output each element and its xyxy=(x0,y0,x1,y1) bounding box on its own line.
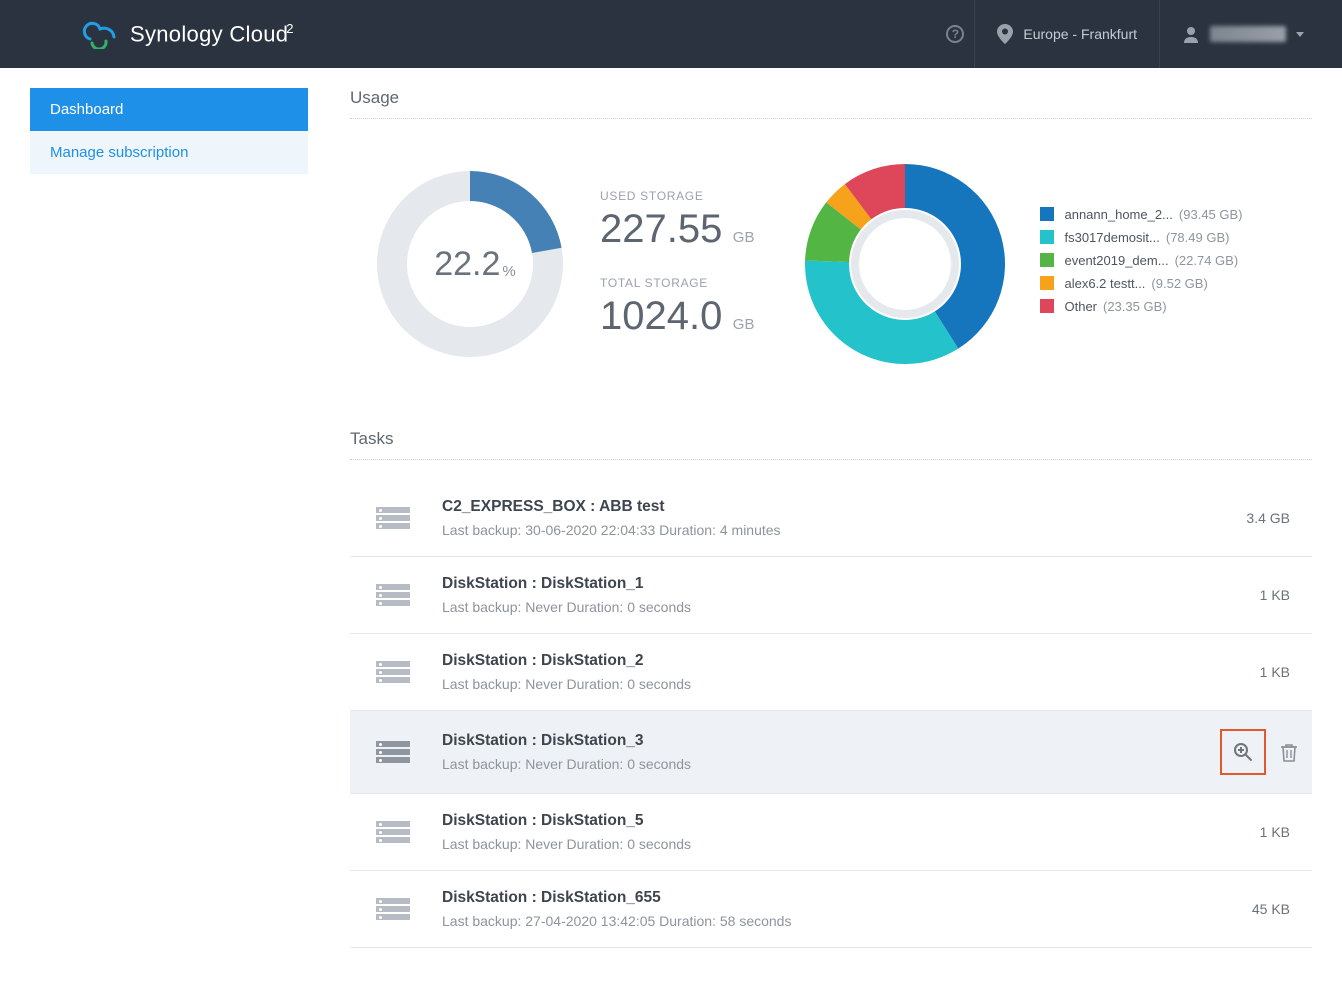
task-subtitle: Last backup: Never Duration: 0 seconds xyxy=(442,836,1260,852)
legend-swatch xyxy=(1040,253,1054,267)
server-icon xyxy=(376,661,410,683)
legend-swatch xyxy=(1040,276,1054,290)
task-info: DiskStation : DiskStation_3 Last backup: … xyxy=(442,732,1220,772)
task-subtitle: Last backup: Never Duration: 0 seconds xyxy=(442,599,1260,615)
task-info: C2_EXPRESS_BOX : ABB test Last backup: 30… xyxy=(442,498,1246,538)
tasks-section-title: Tasks xyxy=(350,429,1312,449)
total-storage-label: TOTAL STORAGE xyxy=(600,276,754,290)
task-row[interactable]: C2_EXPRESS_BOX : ABB test Last backup: 30… xyxy=(350,480,1312,557)
brand[interactable]: Synology Cloud2 xyxy=(78,19,294,49)
task-title: DiskStation : DiskStation_1 xyxy=(442,575,1260,593)
server-icon xyxy=(376,584,410,606)
usage-percent-unit: % xyxy=(502,263,515,280)
server-icon xyxy=(376,821,410,843)
task-row[interactable]: DiskStation : DiskStation_2 Last backup: … xyxy=(350,634,1312,711)
legend-item: alex6.2 testt... (9.52 GB) xyxy=(1040,276,1242,291)
task-size: 45 KB xyxy=(1252,901,1290,917)
magnify-icon xyxy=(1233,742,1253,762)
total-storage-value: 1024.0 xyxy=(600,294,722,338)
legend-item: Other (23.35 GB) xyxy=(1040,299,1242,314)
task-title: DiskStation : DiskStation_5 xyxy=(442,812,1260,830)
task-title: DiskStation : DiskStation_2 xyxy=(442,652,1260,670)
legend-name: annann_home_2... xyxy=(1064,207,1172,222)
legend-item: annann_home_2... (93.45 GB) xyxy=(1040,207,1242,222)
tasks-list: C2_EXPRESS_BOX : ABB test Last backup: 30… xyxy=(350,480,1312,948)
brand-text: Synology Cloud2 xyxy=(130,21,294,47)
user-menu[interactable] xyxy=(1159,0,1326,68)
used-storage-unit: GB xyxy=(733,229,755,246)
delete-button[interactable] xyxy=(1278,741,1300,763)
storage-text: USED STORAGE 227.55 GB TOTAL STORAGE 102… xyxy=(600,189,754,339)
task-size: 1 KB xyxy=(1260,824,1290,840)
task-info: DiskStation : DiskStation_5 Last backup: … xyxy=(442,812,1260,852)
legend-swatch xyxy=(1040,230,1054,244)
task-row[interactable]: DiskStation : DiskStation_655 Last backup… xyxy=(350,871,1312,948)
topbar: Synology Cloud2 ? Europe - Frankfurt xyxy=(0,0,1342,68)
task-title: DiskStation : DiskStation_655 xyxy=(442,889,1252,907)
legend-size: (9.52 GB) xyxy=(1151,276,1207,291)
main-content: Usage 22.2 % USED STORAGE 227.55 GB TOTA… xyxy=(308,88,1342,948)
usage-section-title: Usage xyxy=(350,88,1312,108)
legend-name: event2019_dem... xyxy=(1064,253,1168,268)
task-actions xyxy=(1220,729,1300,775)
divider xyxy=(350,118,1312,119)
task-size: 1 KB xyxy=(1260,664,1290,680)
used-storage-value: 227.55 xyxy=(600,207,722,251)
legend-swatch xyxy=(1040,207,1054,221)
divider xyxy=(350,459,1312,460)
server-icon xyxy=(376,741,410,763)
legend-size: (93.45 GB) xyxy=(1179,207,1243,222)
chevron-down-icon xyxy=(1296,32,1304,37)
legend-item: fs3017demosit... (78.49 GB) xyxy=(1040,230,1242,245)
sidebar-item-manage-subscription[interactable]: Manage subscription xyxy=(30,131,308,174)
legend-size: (78.49 GB) xyxy=(1166,230,1230,245)
task-size: 1 KB xyxy=(1260,587,1290,603)
legend-size: (22.74 GB) xyxy=(1175,253,1239,268)
explore-button[interactable] xyxy=(1232,741,1254,763)
task-title: DiskStation : DiskStation_3 xyxy=(442,732,1220,750)
task-subtitle: Last backup: 27-04-2020 13:42:05 Duratio… xyxy=(442,913,1252,929)
task-row[interactable]: DiskStation : DiskStation_1 Last backup: … xyxy=(350,557,1312,634)
legend-size: (23.35 GB) xyxy=(1103,299,1167,314)
help-icon[interactable]: ? xyxy=(946,25,964,43)
task-subtitle: Last backup: Never Duration: 0 seconds xyxy=(442,676,1260,692)
user-icon xyxy=(1182,25,1200,43)
task-info: DiskStation : DiskStation_655 Last backup… xyxy=(442,889,1252,929)
task-size: 3.4 GB xyxy=(1246,510,1290,526)
trash-icon xyxy=(1280,742,1298,762)
legend-swatch xyxy=(1040,299,1054,313)
task-subtitle: Last backup: 30-06-2020 22:04:33 Duratio… xyxy=(442,522,1246,538)
region-selector[interactable]: Europe - Frankfurt xyxy=(974,0,1159,68)
task-info: DiskStation : DiskStation_2 Last backup: … xyxy=(442,652,1260,692)
username xyxy=(1210,26,1286,42)
legend-name: alex6.2 testt... xyxy=(1064,276,1145,291)
usage-percent: 22.2 xyxy=(424,245,500,284)
sidebar-item-dashboard[interactable]: Dashboard xyxy=(30,88,308,131)
usage-row: 22.2 % USED STORAGE 227.55 GB TOTAL STOR… xyxy=(350,139,1312,369)
total-storage-unit: GB xyxy=(733,316,755,333)
usage-gauge: 22.2 % xyxy=(370,164,570,364)
region-label: Europe - Frankfurt xyxy=(1023,26,1137,42)
location-icon xyxy=(997,24,1013,44)
task-row[interactable]: DiskStation : DiskStation_5 Last backup: … xyxy=(350,794,1312,871)
breakdown-legend: annann_home_2... (93.45 GB) fs3017demosit.… xyxy=(1040,207,1242,322)
legend-item: event2019_dem... (22.74 GB) xyxy=(1040,253,1242,268)
cloud-logo-icon xyxy=(78,19,118,49)
server-icon xyxy=(376,507,410,529)
sidebar: DashboardManage subscription xyxy=(30,88,308,948)
task-subtitle: Last backup: Never Duration: 0 seconds xyxy=(442,756,1220,772)
legend-name: Other xyxy=(1064,299,1097,314)
legend-name: fs3017demosit... xyxy=(1064,230,1159,245)
task-row[interactable]: DiskStation : DiskStation_3 Last backup: … xyxy=(350,711,1312,794)
used-storage-label: USED STORAGE xyxy=(600,189,754,203)
server-icon xyxy=(376,898,410,920)
task-info: DiskStation : DiskStation_1 Last backup: … xyxy=(442,575,1260,615)
task-title: C2_EXPRESS_BOX : ABB test xyxy=(442,498,1246,516)
breakdown-chart xyxy=(800,159,1010,369)
